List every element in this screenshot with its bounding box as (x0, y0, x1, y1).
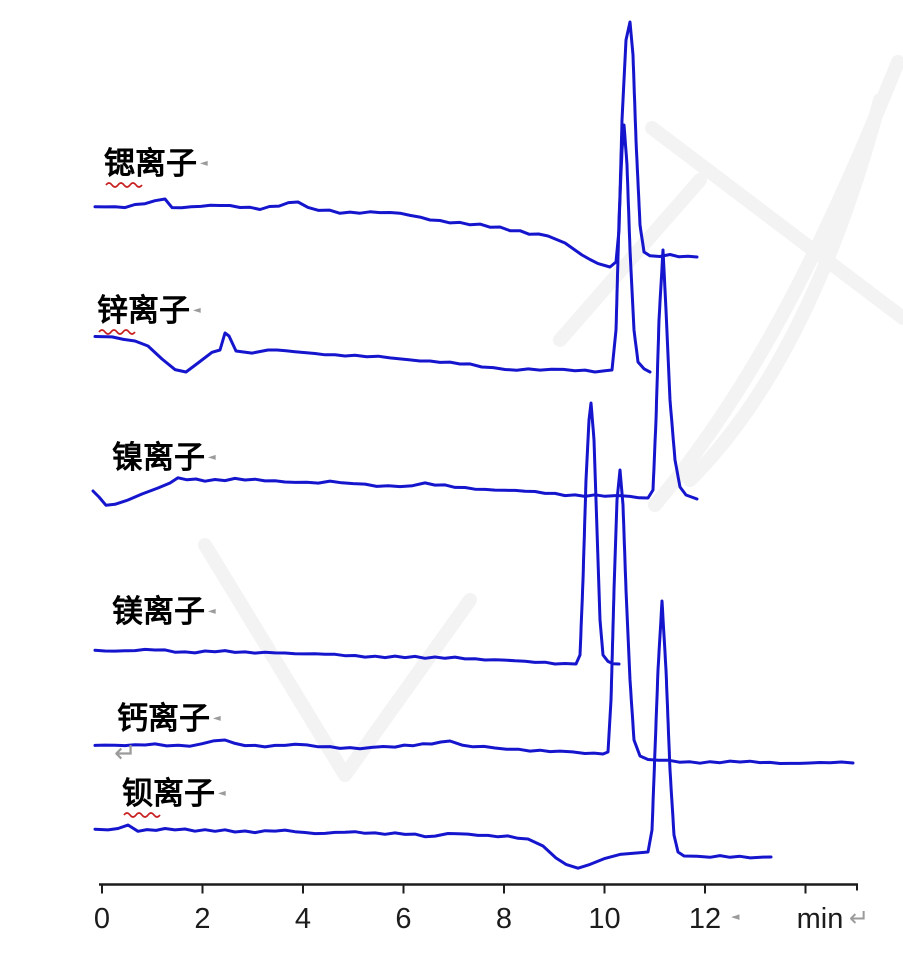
trace-label-zn: 锌离子 ◄ (97, 293, 201, 335)
line-break-mark-ni: ◄ (208, 452, 216, 464)
x-axis-tick-label-12: 12 (689, 903, 721, 935)
line-break-mark-after-12: ◄ (731, 910, 740, 923)
line-break-mark-mg: ◄ (208, 606, 216, 618)
trace-zn (93, 123, 652, 374)
trace-label-sr: 锶离子 ◄ (104, 146, 208, 188)
trace-ba (93, 599, 773, 870)
trace-label-text-ba: 钡离子 (122, 776, 215, 818)
trace-label-ca: 钙离子 ◄ (117, 701, 221, 737)
watermark-stroke-2 (683, 93, 887, 487)
trace-label-text-ca: 钙离子 (117, 701, 210, 736)
watermark-stroke-0 (645, 121, 903, 325)
x-axis-tick-label-6: 6 (395, 903, 411, 935)
trace-label-text-ni: 镍离子 (112, 440, 205, 475)
x-axis-tick-label-10: 10 (588, 903, 620, 935)
trace-mg (93, 401, 621, 666)
spellcheck-squiggle-path-sr (105, 182, 143, 188)
trace-ni (91, 248, 699, 507)
trace-label-ni: 镍离子 ◄ (112, 440, 216, 476)
line-break-mark-zn: ◄ (193, 305, 201, 317)
line-break-mark-ca: ◄ (213, 713, 221, 725)
line-break-mark-sr: ◄ (200, 158, 208, 170)
spellcheck-squiggle-ba (123, 812, 161, 818)
line-break-mark-ba: ◄ (218, 788, 226, 800)
line-break-mark-after-unit: ↵ (849, 904, 869, 932)
trace-label-text-zn: 锌离子 (97, 293, 190, 335)
spellcheck-squiggle-path-zn (98, 329, 136, 335)
paragraph-return-mark: ↵ (114, 738, 137, 769)
trace-label-text-mg: 镁离子 (112, 594, 205, 629)
watermark-stroke-4 (338, 593, 477, 782)
spellcheck-squiggle-path-ba (123, 812, 161, 818)
spellcheck-squiggle-zn (98, 329, 136, 335)
trace-label-mg: 镁离子 ◄ (112, 594, 216, 630)
trace-sr (93, 20, 699, 269)
watermark-stroke-3 (198, 538, 352, 782)
x-axis-tick-label-2: 2 (194, 903, 210, 935)
x-axis-tick-label-0: 0 (94, 903, 110, 935)
x-axis-tick-label-8: 8 (496, 903, 512, 935)
trace-label-text-sr: 锶离子 (104, 146, 197, 188)
trace-ca (93, 468, 855, 765)
x-axis-tick-label-4: 4 (295, 903, 311, 935)
x-axis-unit-label: min (797, 903, 844, 935)
spellcheck-squiggle-sr (105, 182, 143, 188)
trace-label-ba: 钡离子 ◄ (122, 776, 226, 818)
